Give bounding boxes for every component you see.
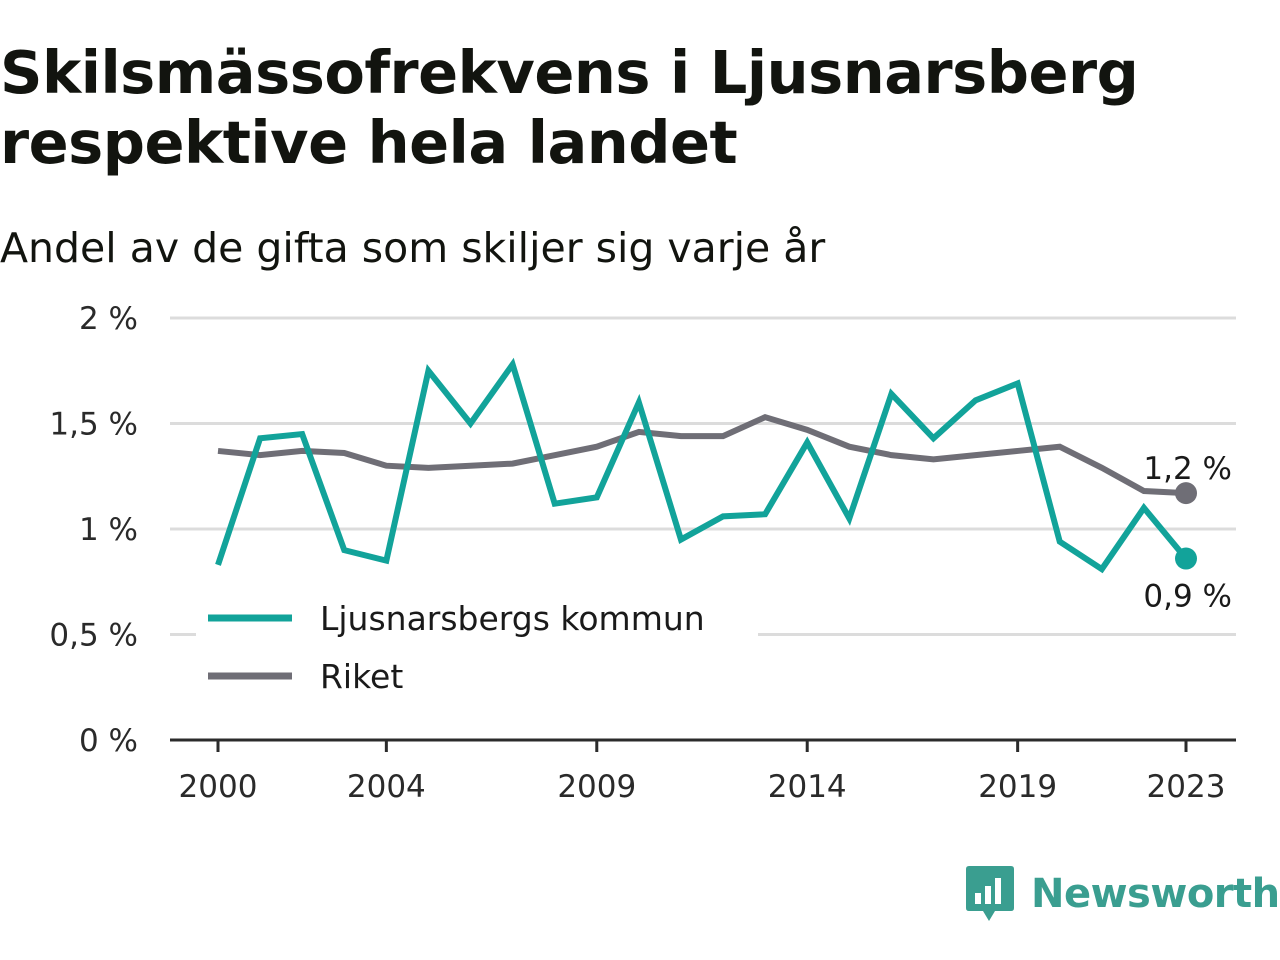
chart-title: Skilsmässofrekvens i Ljusnarsberg respek… xyxy=(0,38,1139,177)
y-tick-label: 0 % xyxy=(79,723,138,759)
legend-label: Riket xyxy=(320,657,403,696)
end-value-label: 1,2 % xyxy=(1143,451,1232,487)
y-tick-label: 1,5 % xyxy=(49,407,138,443)
newsworthy-logo-icon xyxy=(966,866,1014,921)
legend-label: Ljusnarsbergs kommun xyxy=(320,599,705,638)
chart-subtitle: Andel av de gifta som skiljer sig varje … xyxy=(0,224,826,272)
end-value-label: 0,9 % xyxy=(1143,579,1232,615)
x-tick-label: 2009 xyxy=(557,769,636,805)
x-tick-label: 2000 xyxy=(179,769,258,805)
series-line-riket xyxy=(217,413,1187,497)
series-line-ljusnarsbergs-kommun xyxy=(215,357,1189,574)
brand-name: Newsworthy xyxy=(1031,871,1280,917)
y-tick-label: 0,5 % xyxy=(49,618,138,654)
x-tick-label: 2004 xyxy=(347,769,426,805)
y-tick-label: 1 % xyxy=(79,512,138,548)
x-tick-label: 2023 xyxy=(1147,769,1226,805)
x-tick-label: 2019 xyxy=(978,769,1057,805)
y-tick-label: 2 % xyxy=(79,301,138,337)
brand-logo: Newsworthy xyxy=(965,864,1280,924)
legend-background xyxy=(196,590,758,706)
x-tick-label: 2014 xyxy=(768,769,847,805)
end-point xyxy=(1175,547,1197,570)
end-point xyxy=(1175,482,1197,505)
